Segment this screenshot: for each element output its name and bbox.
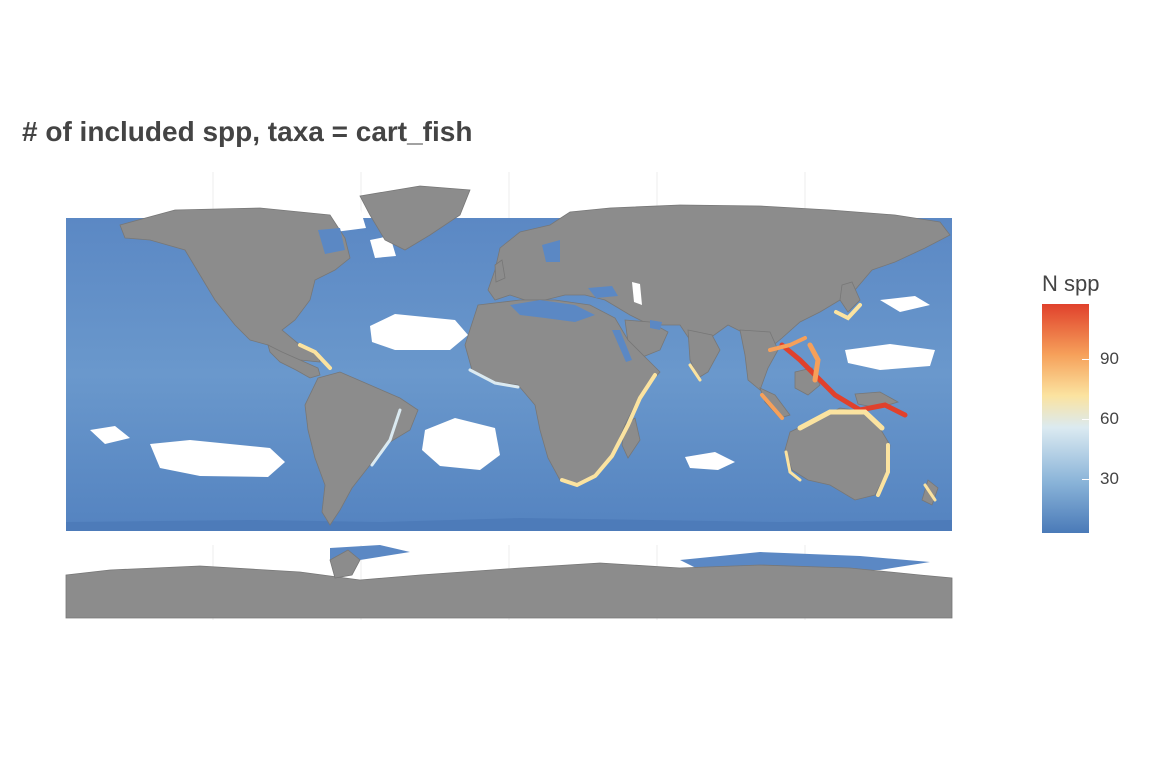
hotspot-west-australia: [784, 450, 802, 482]
legend-label-30: 30: [1100, 469, 1119, 488]
southern-ocean-fringe: [66, 518, 952, 531]
plot-title: # of included spp, taxa = cart_fish: [22, 116, 473, 147]
hotspot-caribbean: [298, 343, 332, 370]
no-data-west-pacific: [880, 296, 930, 312]
hotspot-west-africa: [468, 368, 520, 389]
hotspot-north-australia: [797, 409, 885, 431]
hotspot-south-china-sea: [768, 336, 807, 352]
hotspot-sumatra: [760, 393, 784, 420]
legend-colorbar: [1042, 304, 1089, 533]
hotspot-philippines: [807, 342, 821, 383]
eurasia: [487, 204, 951, 351]
antarctic-peninsula: [329, 549, 361, 579]
legend-title: N spp: [1042, 271, 1100, 296]
legend-tick-90: [1082, 359, 1089, 360]
inland-waters: [318, 228, 662, 362]
hotspot-east-africa: [594, 373, 657, 477]
hotspot-east-australia: [876, 443, 890, 497]
hotspot-japan: [834, 303, 862, 321]
richness-hotspots: [298, 303, 937, 502]
no-data-areas: [66, 208, 952, 545]
no-data-indian-ocean: [685, 452, 735, 470]
legend-label-90: 90: [1100, 349, 1119, 368]
no-data-east-pacific: [90, 426, 130, 444]
no-data-north-pacific: [845, 344, 935, 370]
hotspot-india: [688, 363, 702, 382]
greenland: [359, 185, 471, 251]
india: [687, 329, 721, 379]
color-legend: N spp 30 60 90: [1042, 271, 1142, 541]
land: [65, 185, 953, 619]
south-america: [304, 371, 419, 526]
black-sea: [588, 286, 618, 298]
no-data-southern-ocean: [66, 531, 952, 545]
legend-label-60: 60: [1100, 409, 1119, 428]
no-data-south-atlantic: [422, 418, 500, 470]
central-america: [267, 344, 321, 379]
hotspot-coral-triangle: [779, 342, 908, 418]
hotspot-south-africa: [560, 474, 597, 488]
legend-tick-60: [1082, 419, 1089, 420]
hotspot-new-zealand: [923, 483, 937, 502]
hudson-bay: [318, 228, 345, 254]
japan: [839, 281, 861, 313]
caspian-sea: [632, 282, 642, 305]
persian-gulf: [650, 320, 662, 330]
no-data-south-pacific: [150, 440, 285, 477]
mediterranean-sea: [510, 300, 595, 322]
baltic-sea: [542, 240, 560, 262]
north-america: [119, 207, 351, 363]
uk: [494, 259, 506, 283]
legend-tick-30: [1082, 479, 1089, 480]
no-data-north-atlantic: [370, 314, 468, 350]
hotspot-brazil: [370, 408, 402, 467]
antarctica: [65, 562, 953, 619]
red-sea: [612, 330, 632, 362]
se-asia-peninsula: [739, 329, 779, 391]
